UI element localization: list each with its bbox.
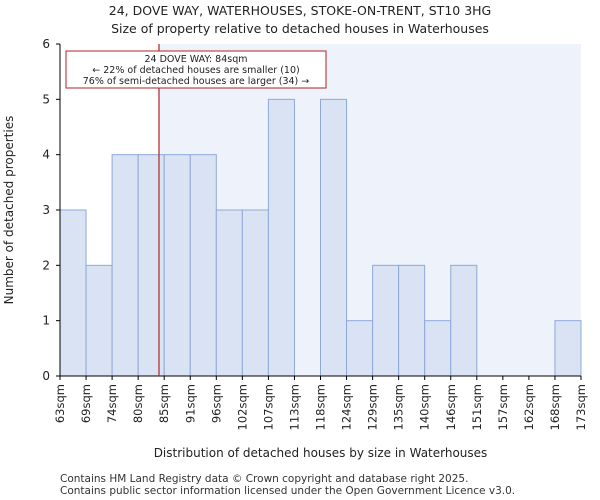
y-axis-label: Number of detached properties (2, 116, 16, 305)
x-tick-label: 113sqm (287, 384, 301, 430)
annotation-line-2: ← 22% of detached houses are smaller (10… (92, 65, 299, 76)
bar-129sqm (372, 264, 400, 377)
annotation-line-3: 76% of semi-detached houses are larger (… (83, 76, 310, 87)
x-tick-label: 102sqm (235, 384, 249, 430)
annotation-box: 24 DOVE WAY: 84sqm ← 22% of detached hou… (65, 50, 327, 89)
x-tick-label: 91sqm (183, 384, 197, 423)
bar-69sqm (85, 264, 113, 377)
y-tick-label: 4 (42, 148, 50, 162)
bar-91sqm (189, 154, 217, 377)
x-ticks-group: 63sqm 69sqm 74sqm 80sqm 85sqm 91sqm 96sqm 102sq… (53, 376, 588, 430)
bar-146sqm (450, 264, 478, 377)
bar-135sqm (398, 264, 426, 377)
bar-74sqm (111, 154, 139, 377)
bar-96sqm (215, 209, 243, 377)
annotation-frame (65, 50, 327, 89)
bars-group (59, 98, 582, 377)
bar-102sqm (241, 209, 269, 377)
x-tick-label: 151sqm (470, 384, 484, 430)
x-tick-label: 118sqm (314, 384, 328, 430)
x-tick-label: 63sqm (53, 384, 67, 423)
bar-124sqm (346, 320, 374, 377)
x-tick-label: 69sqm (79, 384, 93, 423)
x-tick-label: 80sqm (131, 384, 145, 423)
bar-107sqm (267, 98, 295, 377)
bar-140sqm (424, 320, 452, 377)
bar-63sqm (59, 209, 87, 377)
y-tick-label: 0 (42, 369, 50, 383)
x-tick-label: 107sqm (261, 384, 275, 430)
x-tick-label: 157sqm (496, 384, 510, 430)
x-tick-label: 129sqm (366, 384, 380, 430)
y-tick-label: 5 (42, 92, 50, 106)
x-tick-label: 74sqm (105, 384, 119, 423)
x-tick-label: 168sqm (548, 384, 562, 430)
y-tick-label: 3 (42, 203, 50, 217)
chart-title: 24, DOVE WAY, WATERHOUSES, STOKE-ON-TREN… (108, 3, 492, 18)
y-tick-label: 1 (42, 314, 50, 328)
y-tick-label: 2 (42, 258, 50, 272)
y-tick-label: 6 (42, 37, 50, 51)
x-tick-label: 162sqm (522, 384, 536, 430)
x-axis-label: Distribution of detached houses by size … (154, 446, 488, 460)
y-ticks-group: 0 1 2 3 4 5 6 (42, 37, 60, 383)
x-tick-label: 124sqm (340, 384, 354, 430)
footer-line-2: Contains public sector information licen… (60, 485, 516, 497)
x-tick-label: 173sqm (574, 384, 588, 430)
footer-line-1: Contains HM Land Registry data © Crown c… (60, 473, 469, 485)
bar-118sqm (320, 98, 348, 377)
x-tick-label: 140sqm (418, 384, 432, 430)
x-tick-label: 146sqm (444, 384, 458, 430)
x-tick-label: 85sqm (157, 384, 171, 423)
bar-85sqm (163, 154, 191, 377)
chart-subtitle: Size of property relative to detached ho… (111, 21, 489, 36)
annotation-line-1: 24 DOVE WAY: 84sqm (145, 54, 248, 65)
x-tick-label: 96sqm (209, 384, 223, 423)
bar-168sqm (554, 320, 582, 377)
bar-80sqm (137, 154, 165, 377)
x-tick-label: 135sqm (392, 384, 406, 430)
